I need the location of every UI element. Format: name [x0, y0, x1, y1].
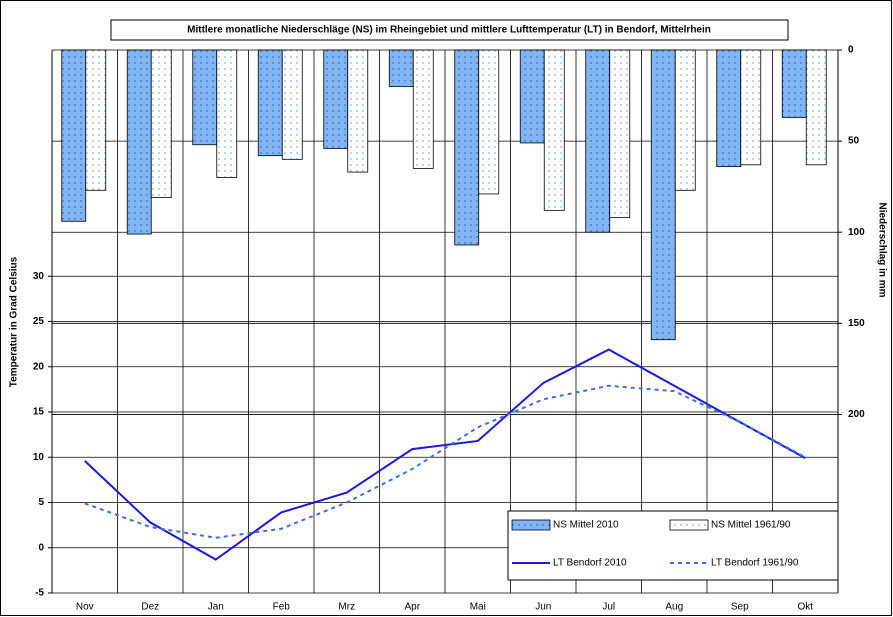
y-tick-label: 15 — [33, 407, 45, 418]
bar — [781, 49, 807, 118]
bar — [192, 49, 218, 146]
bar — [347, 49, 369, 173]
y-tick-label: 20 — [33, 361, 45, 372]
y-tick-label: 30 — [33, 271, 45, 282]
y-tick-label: 0 — [38, 542, 44, 553]
bar — [716, 49, 742, 168]
y2-tick-label: 100 — [848, 227, 865, 238]
bar — [323, 49, 349, 149]
bar — [650, 49, 676, 341]
bar — [674, 49, 696, 191]
y-axis-title: Temperatur in Grad Celsius — [9, 256, 20, 387]
bar — [126, 49, 152, 235]
bar — [216, 49, 238, 178]
x-tick-label: Nov — [76, 602, 94, 613]
y2-tick-label: 50 — [848, 136, 860, 147]
legend-swatch — [669, 519, 709, 531]
x-tick-label: Aug — [665, 602, 683, 613]
y2-tick-label: 150 — [848, 318, 865, 329]
x-tick-label: Jun — [535, 602, 551, 613]
bar — [454, 49, 480, 246]
x-tick-label: Mrz — [338, 602, 355, 613]
x-tick-label: Okt — [797, 602, 813, 613]
x-tick-label: Jul — [602, 602, 615, 613]
y-tick-label: -5 — [35, 588, 44, 599]
bar — [257, 49, 283, 157]
x-tick-label: Sep — [731, 602, 749, 613]
bar — [61, 49, 87, 222]
legend-swatch — [511, 519, 551, 531]
bar — [281, 49, 303, 160]
bar — [543, 49, 565, 211]
legend-label: NS Mittel 2010 — [553, 520, 619, 531]
x-tick-label: Jan — [208, 602, 224, 613]
y-tick-label: 5 — [38, 497, 44, 508]
line — [84, 348, 806, 561]
legend-label: LT Bendorf 2010 — [553, 558, 627, 569]
x-tick-label: Feb — [273, 602, 291, 613]
x-tick-label: Apr — [404, 602, 420, 613]
bar — [805, 49, 827, 166]
y-tick-label: 10 — [33, 452, 45, 463]
bar — [740, 49, 762, 166]
title-box — [110, 19, 789, 41]
x-tick-label: Mai — [470, 602, 486, 613]
chart-title: Mittlere monatliche Niederschläge (NS) i… — [187, 25, 711, 36]
legend-label: LT Bendorf 1961/90 — [711, 558, 799, 569]
bar — [150, 49, 172, 198]
legend-label: NS Mittel 1961/90 — [711, 520, 791, 531]
y2-tick-label: 200 — [848, 409, 865, 420]
bar — [519, 49, 545, 144]
y-tick-label: 25 — [33, 316, 45, 327]
bar — [412, 49, 434, 169]
bar — [85, 49, 107, 191]
x-tick-label: Dez — [141, 602, 159, 613]
bar — [388, 49, 414, 87]
line — [84, 384, 806, 539]
y2-tick-label: 0 — [848, 45, 854, 56]
bar — [609, 49, 631, 219]
bar — [478, 49, 500, 195]
bar — [585, 49, 611, 233]
y2-axis-title: Niederschlag in mm — [876, 202, 887, 297]
